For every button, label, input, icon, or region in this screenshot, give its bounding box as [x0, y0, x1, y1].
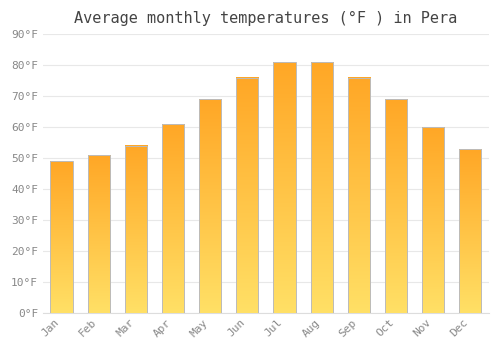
Bar	[162, 124, 184, 313]
Bar	[348, 78, 370, 313]
Bar	[50, 161, 72, 313]
Bar	[274, 62, 295, 313]
Bar	[310, 62, 333, 313]
Bar	[88, 155, 110, 313]
Bar	[459, 149, 481, 313]
Bar	[124, 146, 147, 313]
Title: Average monthly temperatures (°F ) in Pera: Average monthly temperatures (°F ) in Pe…	[74, 11, 458, 26]
Bar	[236, 78, 258, 313]
Bar	[199, 99, 222, 313]
Bar	[422, 127, 444, 313]
Bar	[385, 99, 407, 313]
